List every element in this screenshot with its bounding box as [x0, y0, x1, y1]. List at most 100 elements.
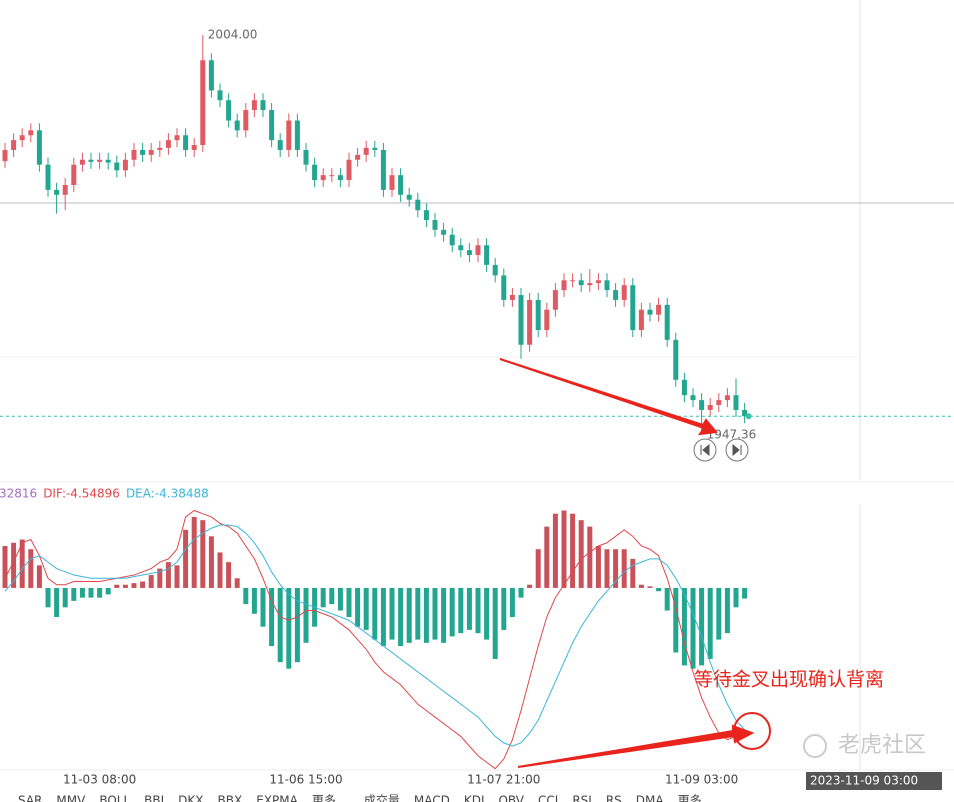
watermark: 老虎社区: [838, 733, 926, 758]
macd-bar: [131, 583, 137, 588]
min-label: 1947.36: [707, 427, 757, 441]
toolbar-item[interactable]: 更多: [678, 794, 702, 802]
macd-bar: [217, 552, 223, 588]
candle-body: [716, 400, 722, 406]
macd-bar: [604, 549, 610, 588]
macd-bar: [716, 587, 722, 640]
macd-bar: [191, 516, 197, 588]
candle-body: [621, 285, 627, 300]
toolbar-item[interactable]: SAR: [18, 794, 42, 802]
macd-bar: [509, 587, 515, 618]
macd-bar: [742, 587, 748, 599]
macd-bar: [398, 587, 404, 647]
macd-bar: [62, 587, 68, 608]
candle-body: [552, 290, 558, 310]
candle-body: [165, 140, 171, 148]
macd-bar: [630, 558, 636, 588]
macd-legend: 32816 DIF:-4.54896 DEA:-4.38488: [0, 487, 209, 501]
macd-bar: [535, 549, 541, 588]
candle-body: [174, 135, 180, 141]
candle-body: [638, 309, 644, 331]
toolbar-item[interactable]: EXPMA: [256, 794, 298, 802]
candle-body: [217, 90, 223, 101]
macd-bar: [54, 587, 60, 618]
candle-body: [613, 290, 619, 300]
macd-bar: [561, 510, 567, 588]
candle-body: [355, 154, 361, 160]
macd-bar: [88, 587, 94, 598]
last-price-dot: [745, 413, 752, 420]
legend-entry: 32816: [0, 487, 37, 501]
candle-body: [208, 60, 214, 91]
candle-body: [406, 194, 412, 200]
macd-bar: [208, 536, 214, 588]
toolbar-item[interactable]: MMV: [56, 794, 86, 802]
toolbar-item[interactable]: DKX: [178, 794, 203, 802]
macd-bar: [492, 587, 498, 659]
macd-bar: [380, 587, 386, 647]
candle-body: [312, 164, 318, 181]
toolbar-item[interactable]: CCI: [538, 794, 558, 802]
nav-buttons: [693, 438, 749, 462]
toolbar-item[interactable]: RS: [606, 794, 622, 802]
macd-bar: [28, 549, 34, 588]
candle-body: [260, 100, 266, 111]
candle-body: [234, 120, 240, 131]
toolbar-item[interactable]: OBV: [498, 794, 524, 802]
candle-body: [329, 175, 335, 177]
candle-body: [200, 60, 206, 146]
macd-bar: [363, 587, 369, 630]
macd-bar: [140, 581, 146, 588]
macd-bar: [165, 562, 171, 588]
candle-body: [28, 130, 34, 136]
candle-body: [466, 250, 472, 256]
candle-body: [724, 395, 730, 401]
candle-body: [578, 280, 584, 286]
macd-bar: [518, 587, 524, 598]
candle-body: [105, 159, 111, 163]
toolbar-item[interactable]: 成交量: [364, 793, 400, 802]
toolbar-item[interactable]: BBX: [218, 794, 243, 802]
candle-body: [432, 220, 438, 230]
toolbar-item[interactable]: BBI: [144, 794, 164, 802]
candle-body: [372, 147, 378, 150]
candle-body: [441, 229, 447, 235]
macd-bar: [595, 545, 601, 588]
macd-bar: [638, 584, 644, 588]
macd-bar: [269, 587, 275, 647]
macd-bar: [183, 529, 189, 588]
macd-bar: [647, 586, 653, 588]
macd-bar: [277, 587, 283, 663]
macd-bar: [79, 587, 85, 598]
macd-bar: [337, 587, 343, 611]
candle-body: [286, 120, 292, 150]
toolbar-item[interactable]: DMA: [636, 794, 665, 802]
macd-bar: [656, 587, 662, 592]
candle-body: [62, 184, 68, 195]
macd-bar: [475, 587, 481, 634]
candle-body: [707, 405, 713, 410]
toolbar-item[interactable]: KDJ: [464, 794, 485, 802]
macd-bar: [587, 526, 593, 588]
candle-body: [389, 175, 395, 190]
candle-body: [630, 285, 636, 331]
candle-body: [19, 135, 25, 141]
candle-body: [681, 379, 687, 396]
candle-body: [449, 234, 455, 246]
macd-bar: [621, 549, 627, 588]
candle-body: [140, 149, 146, 155]
next-icon: [732, 443, 742, 457]
x-tick-label: 11-03 08:00: [63, 773, 136, 787]
toolbar-item[interactable]: MACD: [414, 794, 450, 802]
toolbar-item[interactable]: RSI: [572, 794, 592, 802]
toolbar-item[interactable]: 更多: [312, 794, 336, 802]
candle-body: [544, 309, 550, 331]
candle-body: [114, 162, 120, 171]
macd-bar: [432, 587, 438, 640]
tooltip-box: [806, 772, 942, 790]
toolbar-item[interactable]: BOLL: [99, 794, 130, 802]
candle-body: [226, 100, 232, 121]
macd-bar: [415, 587, 421, 640]
candle-body: [561, 280, 567, 291]
